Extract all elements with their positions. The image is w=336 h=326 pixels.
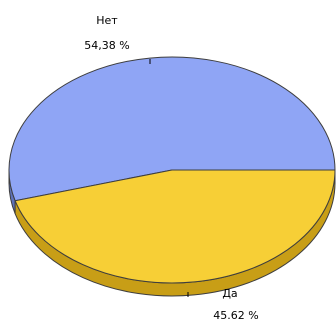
pie-slice-da xyxy=(14,169,336,284)
pie-slice-net xyxy=(8,56,336,202)
slice-value-da: 45.62 % xyxy=(213,309,258,322)
pie-label-layer: Нет 54,38 % Да 45.62 % xyxy=(84,14,258,322)
slice-value-net: 54,38 % xyxy=(84,39,129,52)
pie-top-layer xyxy=(8,56,336,284)
slice-label-net: Нет xyxy=(96,14,118,27)
slice-label-da: Да xyxy=(222,287,237,300)
